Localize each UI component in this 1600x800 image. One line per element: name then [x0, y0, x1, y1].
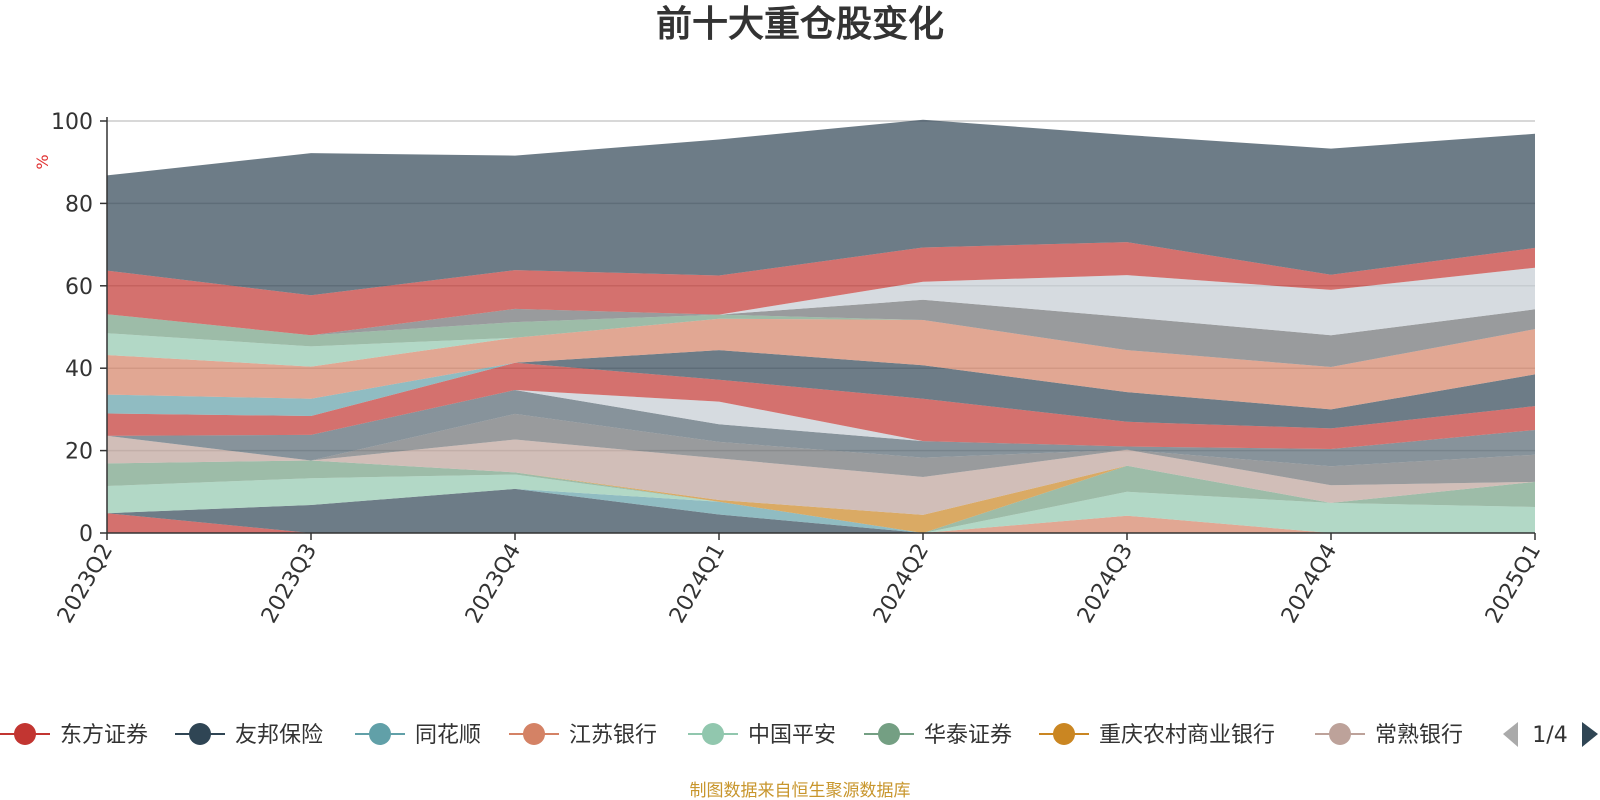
x-tick-label: 2024Q1 [665, 540, 730, 628]
legend-marker [1329, 723, 1351, 745]
area-series-9 [107, 413, 1535, 486]
area-series-16 [107, 318, 1535, 367]
legend-item[interactable]: 东方证券 [0, 723, 148, 748]
legend-label: 友邦保险 [235, 723, 323, 748]
y-tick-label: 40 [65, 357, 93, 382]
area-series-20 [107, 242, 1535, 336]
legend-item[interactable]: 华泰证券 [864, 723, 1012, 748]
y-tick-label: 100 [51, 110, 93, 135]
legend-marker [523, 723, 545, 745]
legend-label: 东方证券 [60, 723, 148, 748]
series-areas [107, 119, 1535, 533]
legend-label: 华泰证券 [924, 723, 1012, 748]
legend-item[interactable]: 重庆农村商业银行 [1039, 723, 1275, 748]
legend-marker [878, 723, 900, 745]
legend-next-icon[interactable] [1582, 722, 1598, 747]
y-tick-label: 80 [65, 192, 93, 217]
area-series-17 [107, 314, 1535, 367]
area-series-15 [107, 318, 1535, 410]
legend-label: 中国平安 [748, 723, 836, 748]
x-tick-label: 2024Q3 [1073, 540, 1138, 628]
legend-item[interactable]: 同花顺 [355, 723, 481, 748]
legend-label: 江苏银行 [569, 723, 657, 748]
x-tick-label: 2025Q1 [1481, 540, 1546, 628]
legend-marker [369, 723, 391, 745]
legend-marker [14, 723, 36, 745]
y-axis-unit: % [33, 154, 52, 169]
x-tick-label: 2023Q3 [257, 540, 322, 628]
x-tick-label: 2024Q4 [1277, 540, 1342, 628]
legend-label: 常熟银行 [1375, 723, 1463, 748]
legend-item[interactable]: 常熟银行 [1315, 723, 1463, 748]
legend-marker [1053, 723, 1075, 745]
chart-title: 前十大重仓股变化 [656, 3, 944, 45]
legend-item[interactable]: 中国平安 [688, 723, 836, 748]
y-tick-label: 20 [65, 440, 93, 465]
area-series-1 [107, 513, 1535, 533]
x-tick-label: 2023Q2 [53, 540, 118, 628]
area-series-19 [107, 267, 1535, 336]
data-source-note: 制图数据来自恒生聚源数据库 [690, 781, 911, 800]
area-series-2 [107, 488, 1535, 533]
area-series-8 [107, 435, 1535, 515]
area-series-14 [107, 350, 1535, 416]
area-series-6 [107, 460, 1535, 533]
legend-pager[interactable]: 1/4 [1503, 722, 1598, 748]
legend-label: 同花顺 [415, 723, 481, 748]
legend: 东方证券 友邦保险 同花顺 江苏银行 中国平安 华泰证券 重庆农村商业银行 常熟银行 [0, 723, 1463, 748]
y-tick-label: 0 [79, 522, 93, 547]
y-tick-label: 60 [65, 275, 93, 300]
legend-item[interactable]: 江苏银行 [509, 723, 657, 748]
area-series-21 [107, 119, 1535, 296]
area-series-13 [107, 350, 1535, 429]
area-series-12 [107, 362, 1535, 449]
legend-prev-icon[interactable] [1503, 722, 1518, 747]
legend-label: 重庆农村商业银行 [1099, 723, 1275, 748]
legend-marker [702, 723, 724, 745]
legend-page-indicator: 1/4 [1532, 723, 1567, 748]
legend-item[interactable]: 友邦保险 [175, 723, 323, 748]
legend-marker [189, 723, 211, 745]
area-series-18 [107, 299, 1535, 367]
area-series-4 [107, 488, 1535, 533]
x-tick-label: 2023Q4 [461, 540, 526, 628]
area-series-10 [107, 390, 1535, 467]
x-tick-label: 2024Q2 [869, 540, 934, 628]
area-series-5 [107, 474, 1535, 533]
